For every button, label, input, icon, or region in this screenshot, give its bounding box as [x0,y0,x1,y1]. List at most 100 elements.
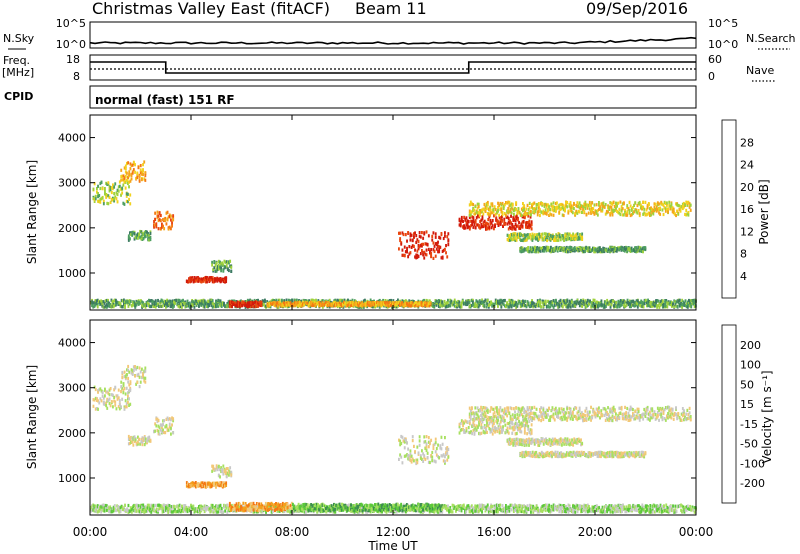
heatmap-cell [215,267,218,271]
heatmap-cell [228,305,231,309]
heatmap-cell [117,396,120,400]
heatmap-cell [153,220,155,224]
heatmap-cell [581,304,584,308]
heatmap-cell [569,245,572,249]
heatmap-cell [108,304,111,308]
heatmap-cell [104,192,106,196]
heatmap-cell [548,213,550,217]
heatmap-cell [104,505,107,509]
heatmap-cell [510,236,512,240]
heatmap-cell [139,442,142,446]
heatmap-cell [541,232,544,236]
heatmap-cell [469,303,472,308]
heatmap-cell [144,369,147,373]
heatmap-cell [177,298,180,302]
heatmap-cell [93,198,96,202]
heatmap-cell [215,278,217,282]
heatmap-cell [248,505,250,509]
heatmap-cell [353,299,356,303]
heatmap-cell [170,214,172,218]
heatmap-cell [202,279,205,283]
heatmap-cell [112,305,115,309]
heatmap-cell [523,216,526,220]
heatmap-cell [128,172,131,177]
heatmap-cell [220,508,223,512]
heatmap-cell [133,503,136,508]
heatmap-cell [423,298,425,303]
heatmap-cell [541,202,544,206]
heatmap-cell [249,300,252,305]
heatmap-cell [439,299,441,303]
heatmap-cell [591,301,594,305]
heatmap-cell [121,191,124,195]
heatmap-cell [351,303,353,308]
heatmap-cell [218,299,221,303]
heatmap-cell [639,301,642,306]
heatmap-cell [510,202,513,206]
heatmap-cell [129,231,131,235]
colorbar-tick-label: 20 [740,181,754,194]
heatmap-cell [558,300,561,304]
heatmap-cell [409,301,412,305]
heatmap-cell [666,305,669,309]
heatmap-cell [535,246,538,251]
heatmap-cell [203,481,206,485]
heatmap-cell [195,509,198,513]
heatmap-cell [132,365,135,369]
heatmap-cell [658,202,660,206]
heatmap-cell [171,416,173,420]
heatmap-cell [142,168,144,172]
heatmap-cell [498,216,501,220]
heatmap-cell [598,302,601,306]
heatmap-cell [628,301,631,305]
heatmap-cell [655,205,658,209]
heatmap-cell [550,248,552,252]
heatmap-cell [415,256,418,260]
freq-label: Freq. [3,54,30,67]
heatmap-cell [514,208,516,212]
heatmap-cell [132,160,135,164]
heatmap-cell [437,244,439,248]
heatmap-cell [106,193,109,197]
heatmap-cell [215,481,217,485]
heatmap-cell [531,301,533,305]
heatmap-cell [674,303,677,307]
heatmap-cell [500,203,503,207]
heatmap-cell [638,212,641,216]
heatmap-cell [163,303,166,307]
heatmap-cell [432,231,435,235]
heatmap-cell [217,506,220,510]
heatmap-cell [420,300,423,305]
heatmap-cell [145,509,148,513]
heatmap-cell [480,222,483,226]
heatmap-cell [491,202,494,206]
heatmap-cell [217,473,220,477]
heatmap-cell [675,304,678,308]
heatmap-cell [227,302,230,306]
heatmap-cell [403,254,406,258]
heatmap-cell [535,249,538,253]
heatmap-cell [170,505,173,509]
heatmap-cell [597,301,599,305]
heatmap-cell [185,508,188,512]
heatmap-cell [158,503,161,507]
heatmap-cell [629,213,632,218]
heatmap-cell [311,303,314,307]
heatmap-cell [547,209,549,213]
heatmap-cell [129,193,132,197]
heatmap-cell [141,505,144,509]
heatmap-cell [126,507,129,511]
heatmap-cell [225,481,228,485]
heatmap-cell [254,300,257,304]
heatmap-cell [145,301,148,305]
heatmap-cell [569,300,572,304]
heatmap-cell [99,397,102,401]
heatmap-cell [501,211,504,215]
heatmap-cell [622,213,625,217]
heatmap-cell [555,301,557,305]
heatmap-cell [154,217,157,222]
heatmap-cell [490,211,493,215]
heatmap-cell [527,207,530,212]
heatmap-cell [142,232,145,236]
